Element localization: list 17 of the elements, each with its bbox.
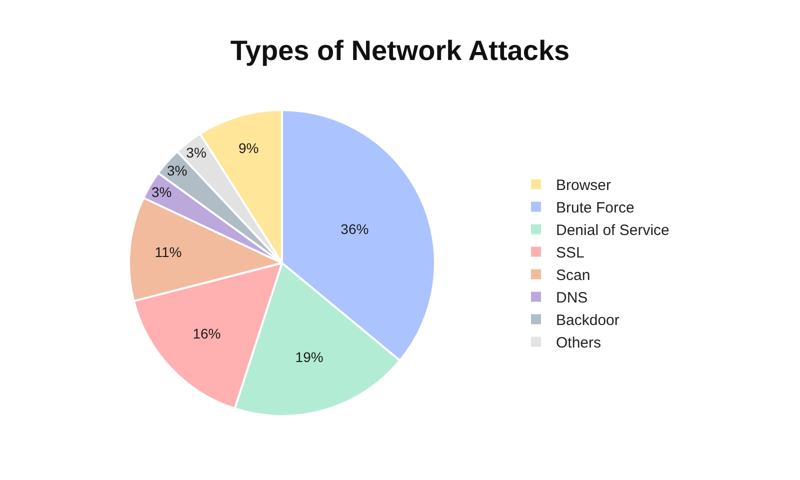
legend-label: Brute Force [556,200,634,217]
data-label: 19% [295,349,324,366]
chart-title: Types of Network Attacks [230,35,570,66]
legend-label: Browser [556,177,612,194]
data-label: 3% [186,144,206,161]
legend-label: Others [556,334,602,352]
data-label: 3% [152,184,172,200]
data-label: 11% [154,244,182,260]
legend-label: DNS [556,290,588,307]
data-label: 36% [340,220,369,237]
legend-label: Scan [556,267,590,284]
data-label: 3% [166,162,188,179]
legend-label: Backdoor [556,312,620,330]
data-label: 16% [192,326,221,342]
data-label: 9% [238,140,259,156]
legend-label: SSL [556,244,584,262]
legend-label: Denial of Service [556,222,670,240]
